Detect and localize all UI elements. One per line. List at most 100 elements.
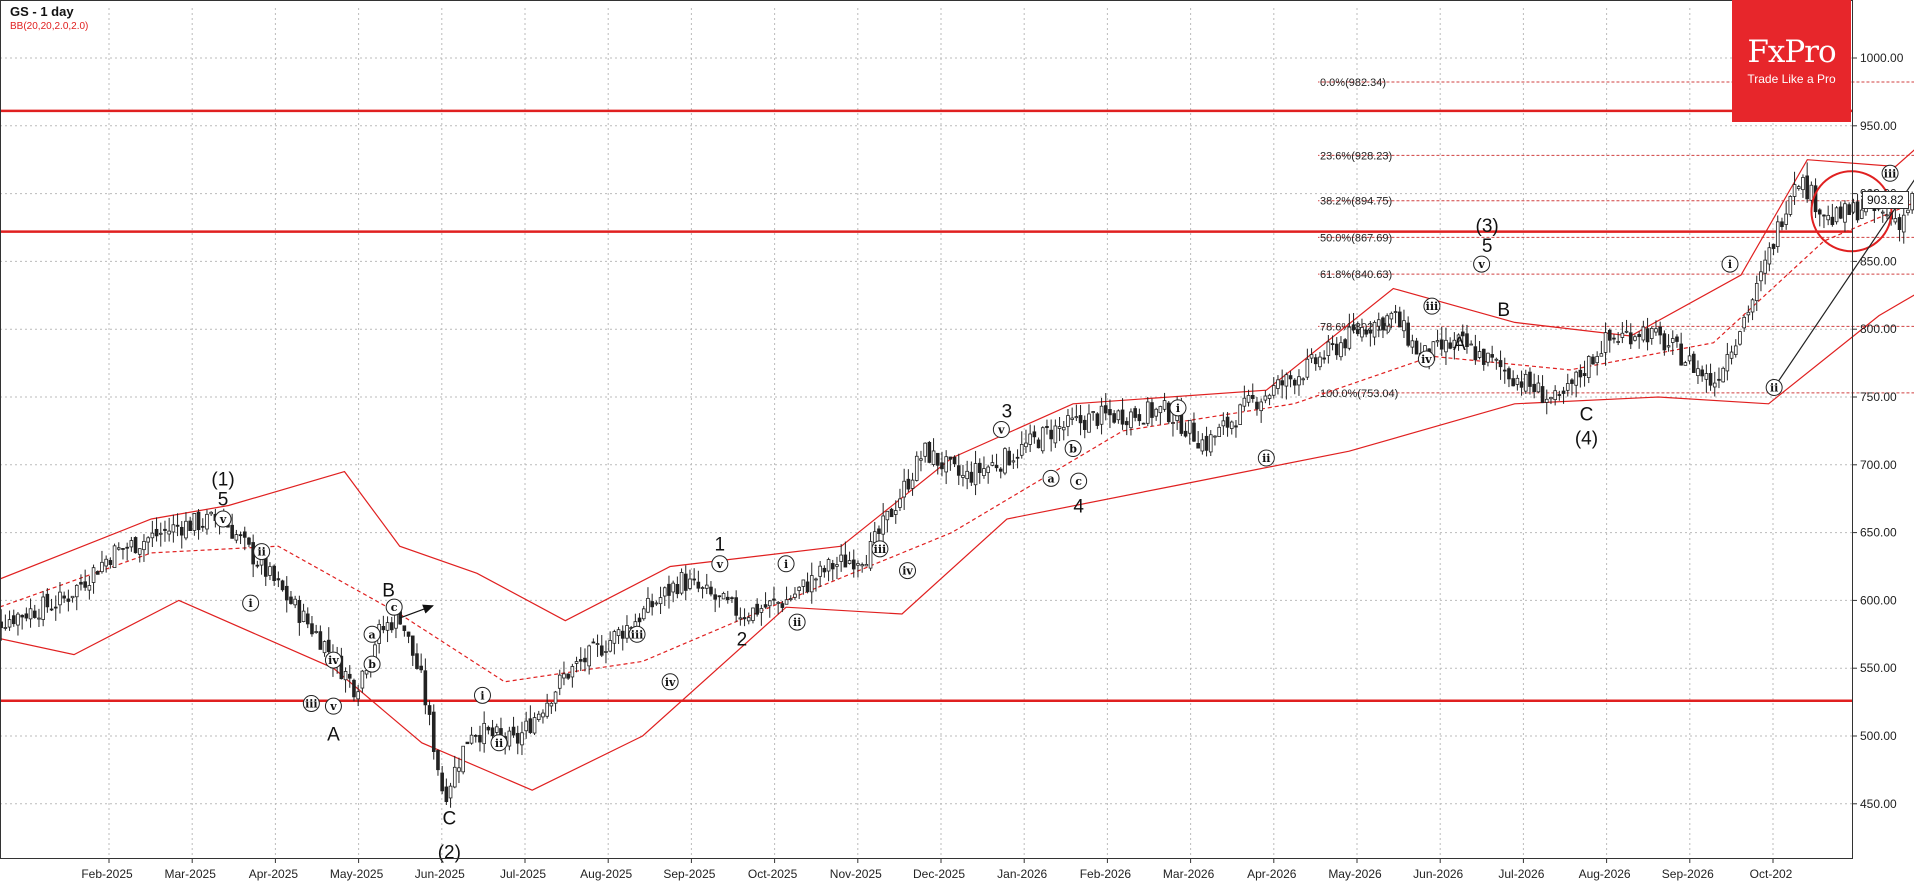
candle-body (788, 598, 793, 601)
wave-label-circle (661, 673, 679, 691)
candle-body (780, 603, 785, 608)
candle-body (1091, 411, 1095, 413)
candle-body (1851, 202, 1856, 213)
candle-body (1238, 404, 1242, 425)
candle-body (1792, 184, 1797, 197)
candle-body (444, 786, 449, 802)
wave-label: i (784, 558, 788, 571)
candle-body (121, 548, 125, 550)
candle-body (1906, 209, 1910, 214)
x-tick-label: Jan-2026 (997, 867, 1047, 881)
candle-body (847, 560, 852, 564)
candle-body (1721, 367, 1725, 383)
x-tick-label: Sep-2025 (663, 867, 715, 881)
x-tick-label: Jun-2025 (415, 867, 465, 881)
candle-body (562, 673, 566, 679)
candle-body (839, 554, 843, 562)
candle-body (1679, 343, 1683, 366)
candle-body (1859, 209, 1864, 219)
candle-body (545, 702, 549, 717)
candle-body (1124, 421, 1129, 426)
candle-body (1280, 380, 1284, 386)
candle-body (1729, 351, 1734, 359)
wave-label-circle (1064, 440, 1082, 458)
candle-body (1162, 400, 1167, 410)
candle-body (45, 593, 50, 608)
candle-body (809, 575, 814, 593)
candle-body (1544, 398, 1549, 403)
candle-body (1242, 397, 1247, 407)
candle-body (956, 465, 961, 476)
candle-body (1204, 435, 1209, 451)
wave-label-circle (1765, 379, 1783, 397)
wave-label: (3) (1476, 216, 1499, 237)
candle-body (24, 613, 29, 619)
candle-body (1187, 419, 1192, 434)
candle-body (709, 586, 713, 595)
candle-body (1376, 319, 1381, 327)
candle-body (1385, 315, 1389, 327)
candle-body (247, 537, 251, 545)
candle-body (1662, 333, 1667, 351)
candle-body (1234, 425, 1238, 428)
candle-body (280, 580, 285, 591)
candle-body (1523, 373, 1528, 392)
y-tick-label: 550.00 (1860, 661, 1897, 675)
candle-body (721, 593, 726, 600)
wave-label-circle (1169, 399, 1187, 417)
candle-body (700, 587, 705, 589)
candle-body (322, 641, 327, 654)
candle-body (91, 567, 96, 583)
candle-body (604, 651, 608, 653)
candle-body (553, 691, 558, 704)
candle-body (431, 711, 436, 752)
candle-body (1607, 329, 1612, 341)
candle-body (95, 571, 100, 575)
candle-body (196, 511, 201, 531)
candle-body (1586, 356, 1591, 378)
wave-label-circle (214, 510, 232, 528)
candle-body (1368, 330, 1373, 334)
candle-body (1708, 373, 1713, 386)
x-tick-label: Oct-202 (1750, 867, 1793, 881)
candle-body (1208, 434, 1213, 453)
candle-body (1494, 358, 1499, 361)
wave-label: iii (1884, 167, 1897, 180)
candle-body (1817, 209, 1822, 215)
wave-label-circle (324, 697, 342, 715)
candle-body (801, 579, 806, 587)
candle-body (1011, 460, 1016, 463)
candle-body (1847, 204, 1851, 215)
candle-body (625, 625, 629, 639)
candle-body (74, 584, 79, 598)
x-tick-label: Oct-2025 (748, 867, 798, 881)
candle-body (66, 598, 71, 602)
candle-body (1103, 405, 1108, 414)
candle-body (587, 645, 591, 667)
candle-body (133, 537, 138, 554)
candle-body (1704, 373, 1709, 380)
candle-body (465, 741, 470, 745)
candle-body (654, 602, 659, 605)
candle-body (784, 599, 789, 605)
candle-body (767, 600, 772, 607)
candle-body (1213, 435, 1217, 438)
horizontal-levels (0, 109, 1852, 702)
y-tick-label: 700.00 (1860, 458, 1897, 472)
wave-label: ii (495, 737, 503, 750)
fib-level-label: 100.0%(753.04) (1320, 388, 1398, 400)
candle-body (826, 559, 831, 572)
candle-body (1066, 415, 1070, 427)
candle-body (314, 631, 318, 633)
candle-body (440, 772, 444, 792)
candle-body (1801, 177, 1805, 191)
bollinger-middle (0, 202, 1914, 683)
wave-label: (4) (1575, 429, 1598, 450)
candle-body (1448, 342, 1452, 349)
wave-label-circle (473, 686, 491, 704)
candle-body (230, 524, 234, 539)
candle-body (860, 564, 864, 567)
candle-body (574, 661, 579, 664)
wave-label-circle (1721, 255, 1739, 273)
